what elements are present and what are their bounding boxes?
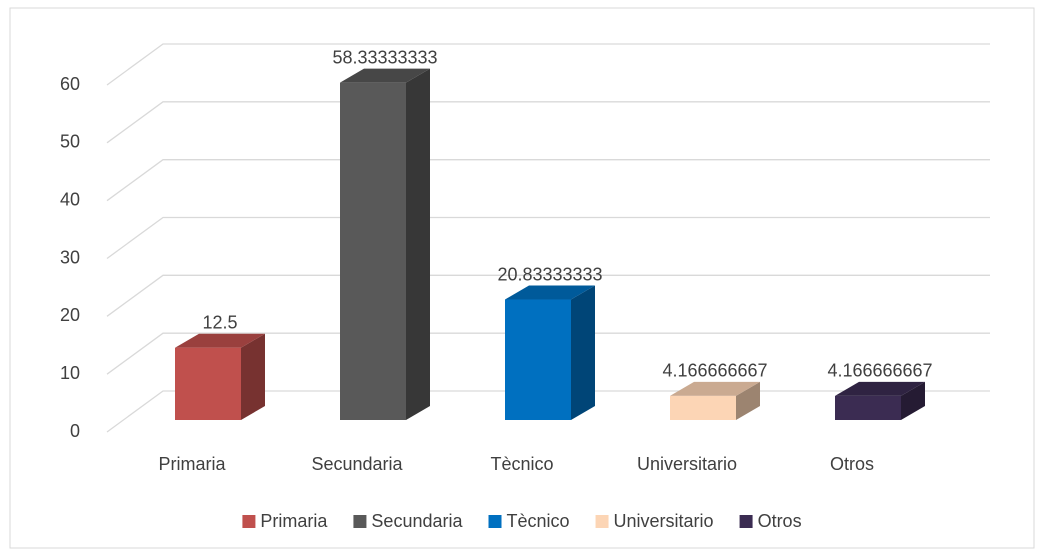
- bar-top: [670, 381, 760, 396]
- data-label: 20.83333333: [497, 264, 602, 284]
- bar-top: [340, 68, 430, 83]
- legend-label: Primaria: [260, 511, 328, 531]
- grid-line: [106, 159, 990, 202]
- grid-line: [106, 101, 990, 144]
- bar: [670, 395, 736, 420]
- bar: [175, 347, 241, 420]
- legend-label: Secundaria: [371, 511, 463, 531]
- chart-border: [9, 7, 1035, 549]
- x-tick-label: Otros: [830, 454, 874, 474]
- grid-line: [106, 43, 990, 86]
- bar-side: [736, 381, 760, 420]
- y-tick-label: 30: [60, 247, 80, 267]
- bar-side: [406, 68, 430, 420]
- legend-label: Universitario: [614, 511, 714, 531]
- y-tick-label: 60: [60, 74, 80, 94]
- bar: [340, 82, 406, 420]
- x-tick-label: Universitario: [637, 454, 737, 474]
- bar-side: [571, 285, 595, 420]
- legend-swatch: [739, 515, 753, 528]
- data-label: 12.5: [202, 312, 237, 332]
- legend-swatch: [595, 515, 609, 528]
- x-tick-label: Tècnico: [490, 454, 553, 474]
- y-tick-label: 40: [60, 189, 80, 209]
- grid-line: [106, 274, 990, 317]
- bar-top: [505, 285, 595, 300]
- bar: [835, 395, 901, 420]
- y-tick-label: 20: [60, 305, 80, 325]
- legend-swatch: [242, 515, 256, 528]
- y-tick-label: 0: [70, 421, 80, 441]
- grid-line: [106, 332, 990, 375]
- legend-label: Tècnico: [507, 511, 570, 531]
- bar-side: [901, 381, 925, 420]
- legend-swatch: [353, 515, 367, 528]
- data-label: 4.166666667: [662, 361, 767, 381]
- bar-side: [241, 333, 265, 420]
- bar-top: [835, 381, 925, 396]
- y-tick-label: 50: [60, 132, 80, 152]
- y-tick-label: 10: [60, 363, 80, 383]
- bar: [505, 299, 571, 420]
- legend-swatch: [488, 515, 502, 528]
- grid-line: [106, 216, 990, 260]
- x-tick-label: Primaria: [158, 454, 226, 474]
- legend-label: Otros: [758, 511, 802, 531]
- data-label: 58.33333333: [332, 47, 437, 67]
- x-tick-label: Secundaria: [311, 454, 403, 474]
- bar-top: [175, 333, 265, 348]
- data-label: 4.166666667: [827, 361, 932, 381]
